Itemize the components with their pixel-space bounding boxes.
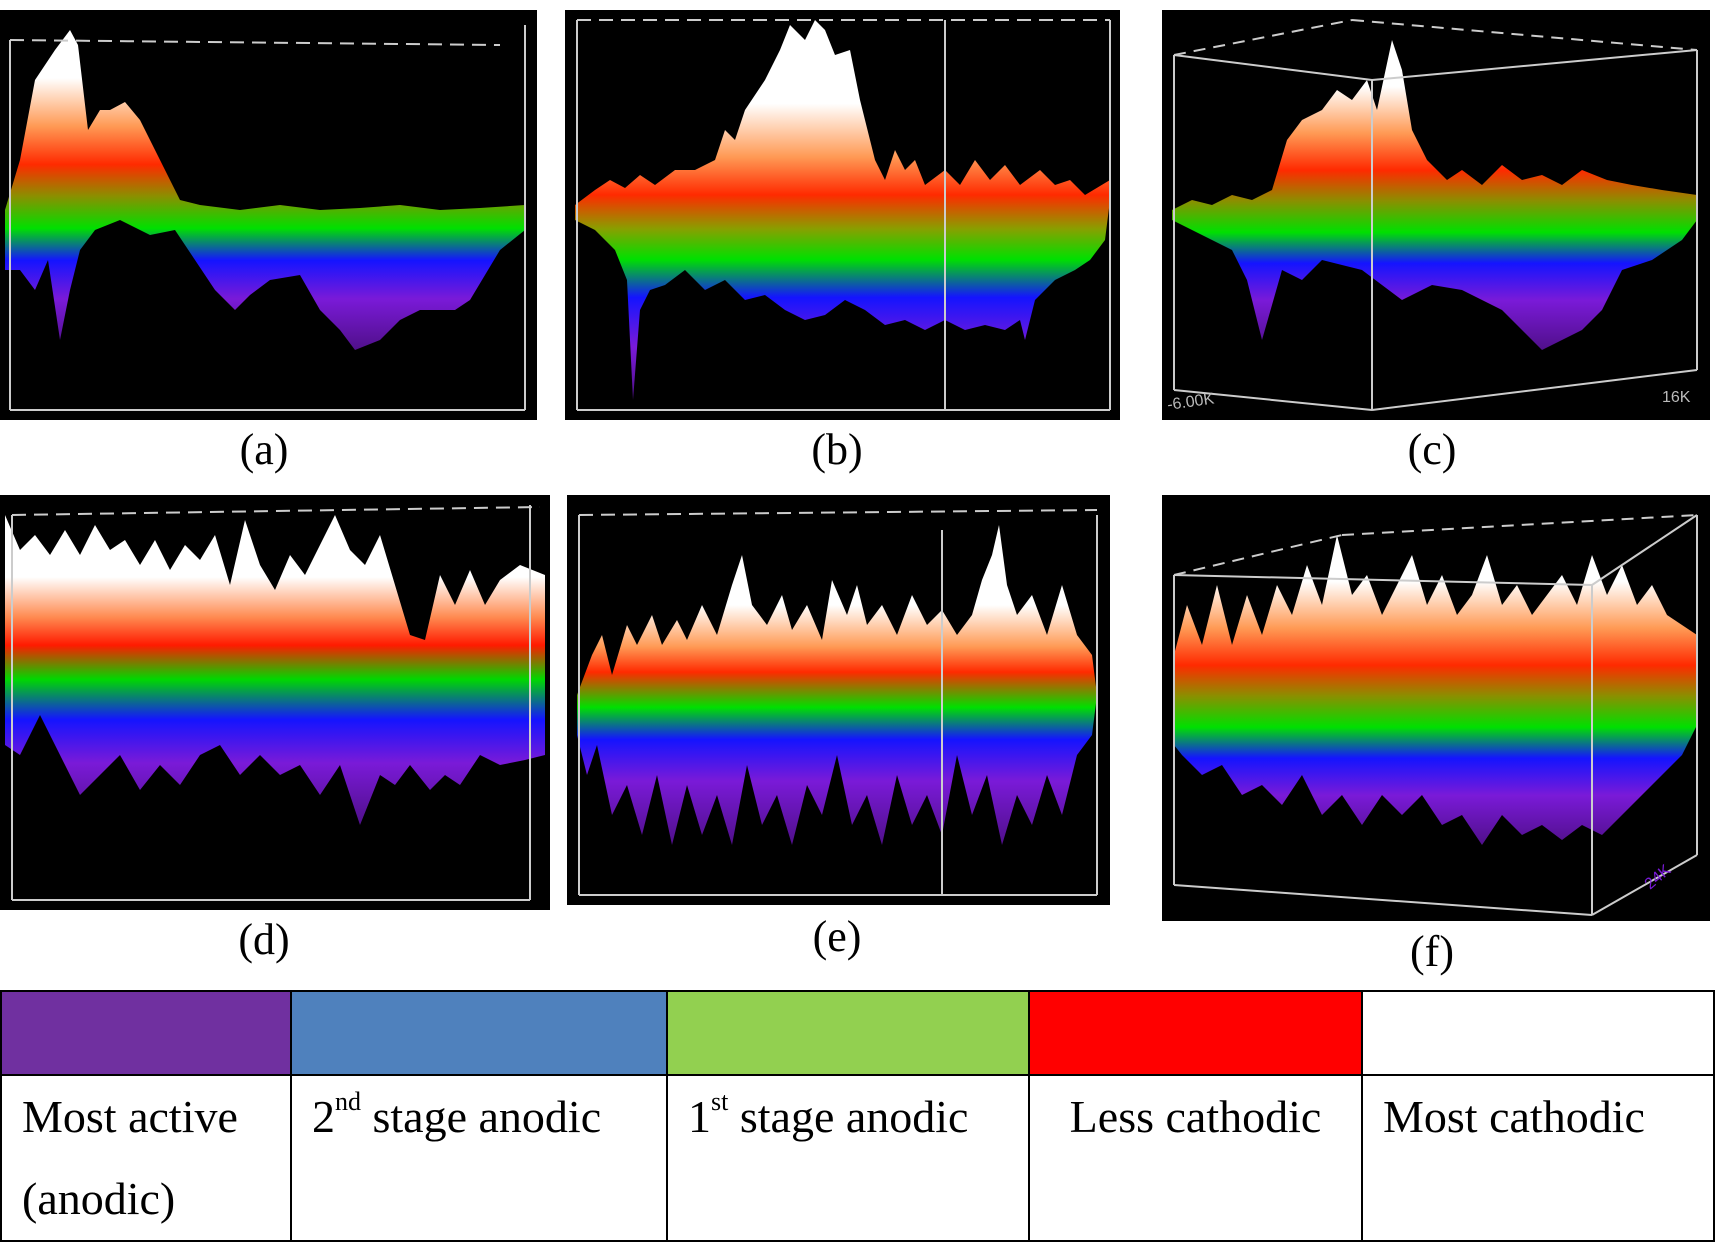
- legend-swatch-row: [0, 990, 1715, 1076]
- legend-label-2nd-text: stage anodic: [361, 1091, 602, 1142]
- axis-label-left: -6.00K: [1166, 391, 1215, 414]
- legend-label-most-active: Most active (anodic): [0, 1074, 292, 1242]
- surface-plot-e: [567, 495, 1110, 905]
- axis-label-right: 24K: [1642, 862, 1675, 894]
- legend-swatch-2nd-stage: [290, 990, 668, 1076]
- legend-label-1st-stage: 1st stage anodic: [666, 1074, 1030, 1242]
- legend-label-1st-sup: st: [711, 1087, 729, 1116]
- panel-label-e: (e): [812, 912, 862, 961]
- panel-label-f: (f): [1410, 927, 1454, 976]
- legend-label-most-cathodic: Most cathodic: [1361, 1074, 1715, 1242]
- panel-label-a: (a): [239, 425, 289, 474]
- legend-swatch-less-cathodic: [1028, 990, 1363, 1076]
- surface-plot-d: [0, 495, 550, 910]
- surface-plot-f: 24K: [1162, 495, 1710, 921]
- surface-plot-b: [565, 10, 1120, 420]
- legend-label-most-active-line1: Most active: [22, 1091, 238, 1142]
- surface-plot-a: [0, 10, 537, 420]
- legend-label-1st-num: 1: [688, 1091, 711, 1142]
- color-legend-table: Most active (anodic) 2nd stage anodic 1s…: [0, 990, 1715, 1242]
- legend-swatch-1st-stage: [666, 990, 1030, 1076]
- legend-label-less-cathodic: Less cathodic: [1028, 1074, 1363, 1242]
- axis-label-right: 16K: [1662, 389, 1691, 406]
- legend-label-2nd-num: 2: [312, 1091, 335, 1142]
- legend-swatch-most-active: [0, 990, 292, 1076]
- panel-label-d: (d): [238, 915, 290, 964]
- panel-label-b: (b): [811, 425, 863, 474]
- legend-label-2nd-sup: nd: [335, 1087, 361, 1116]
- legend-label-2nd-stage: 2nd stage anodic: [290, 1074, 668, 1242]
- legend-label-row: Most active (anodic) 2nd stage anodic 1s…: [0, 1074, 1715, 1242]
- surface-plot-c: -6.00K 16K: [1162, 10, 1710, 420]
- legend-label-1st-text: stage anodic: [728, 1091, 969, 1142]
- legend-label-most-active-line2: (anodic): [22, 1173, 176, 1224]
- legend-swatch-most-cathodic: [1361, 990, 1715, 1076]
- panel-label-c: (c): [1407, 425, 1457, 474]
